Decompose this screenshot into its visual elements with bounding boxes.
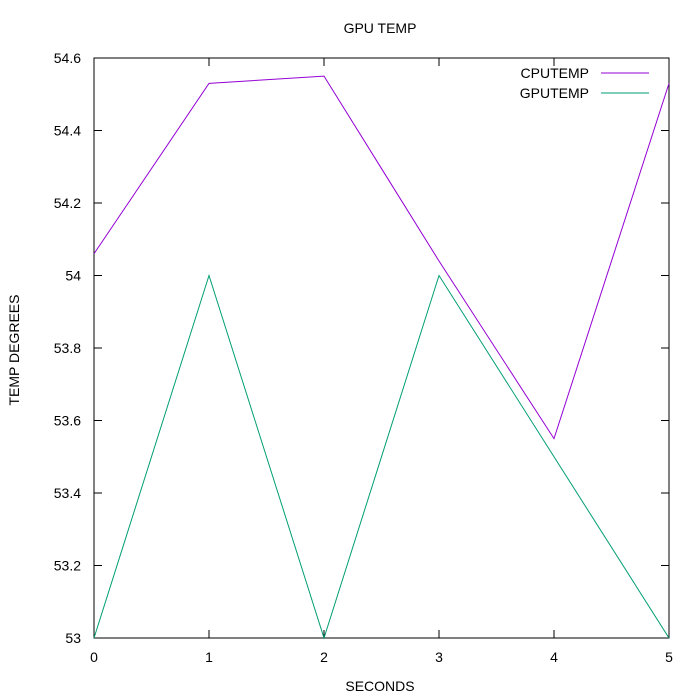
x-tick-label: 5 [665,649,673,665]
x-tick-label: 2 [320,649,328,665]
chart-title: GPU TEMP [344,20,417,36]
y-tick-label: 53.6 [54,413,81,429]
x-tick-label: 3 [435,649,443,665]
y-tick-label: 53.2 [54,558,81,574]
series-line-cputemp [93,75,670,440]
series-lines [93,75,670,640]
legend: CPUTEMP GPUTEMP [520,65,649,101]
x-tick-label: 1 [205,649,213,665]
series-line-gputemp [93,273,670,640]
x-tick-label: 4 [550,649,558,665]
legend-label-cputemp: CPUTEMP [521,65,589,81]
x-axis-label: SECONDS [345,678,414,694]
y-tick-label: 53 [65,630,81,646]
y-tick-label: 53.4 [54,485,81,501]
y-tick-label: 54.2 [54,195,81,211]
y-axis-label: TEMP DEGREES [6,295,22,406]
y-tick-label: 54 [65,268,81,284]
y-tick-label: 54.6 [54,50,81,66]
x-tick-label: 0 [90,649,98,665]
y-tick-label: 53.8 [54,340,81,356]
y-axis-ticks: 53 53.2 53.4 53.6 53.8 54 54.2 54.4 54.6 [54,50,669,646]
plot-area-border [93,57,670,639]
legend-label-gputemp: GPUTEMP [520,85,589,101]
x-axis-ticks: 0 1 2 3 4 5 [90,58,673,665]
y-tick-label: 54.4 [54,123,81,139]
